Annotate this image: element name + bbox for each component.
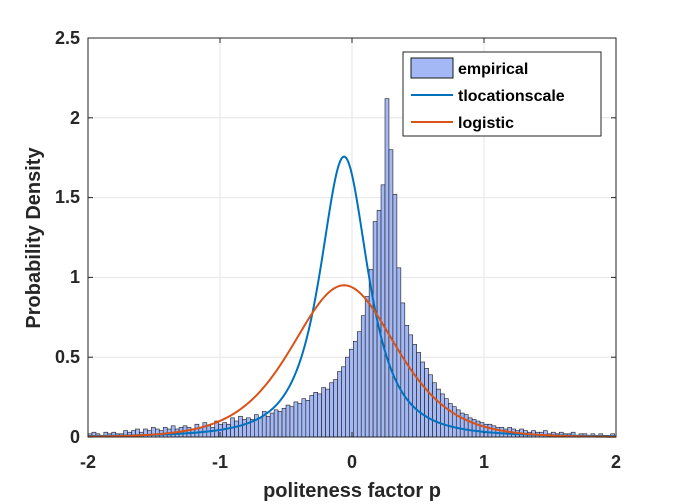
histogram-bar	[432, 382, 437, 438]
histogram-bar	[273, 409, 279, 438]
histogram-bar	[325, 388, 330, 438]
x-tick-label: 2	[611, 452, 621, 472]
histogram-bar	[317, 393, 322, 438]
histogram-bar	[380, 184, 386, 438]
histogram-bar	[257, 417, 263, 438]
y-tick-label: 1.5	[55, 187, 80, 207]
histogram-bar	[364, 296, 370, 438]
histogram-bar	[329, 382, 334, 438]
y-tick-label: 0.5	[55, 347, 80, 367]
axis-ticks	[87, 37, 617, 438]
histogram-bar	[436, 388, 441, 438]
histogram-bar	[305, 399, 311, 438]
legend-label-empirical: empirical	[458, 61, 528, 78]
histogram-bar	[408, 334, 414, 438]
histogram-bar	[353, 340, 358, 438]
y-axis-label: Probability Density	[23, 147, 45, 329]
histogram-bar	[463, 414, 469, 438]
histogram-bar	[170, 425, 176, 438]
histogram-bar	[277, 411, 283, 438]
histogram-bar	[420, 361, 425, 438]
histogram-bar	[226, 423, 231, 438]
histogram-bar	[372, 221, 378, 438]
legend-label-logistic: logistic	[458, 115, 514, 132]
histogram-bar	[297, 403, 303, 438]
histogram-bar	[424, 368, 429, 438]
histogram-bar	[452, 406, 457, 438]
histogram-bar	[345, 356, 350, 438]
histogram-bar	[356, 331, 362, 438]
x-tick-labels: -2 -1 0 1 2	[80, 452, 621, 472]
histogram-bar	[234, 420, 239, 438]
y-tick-label: 2.5	[55, 28, 80, 48]
histogram-bar	[412, 344, 417, 438]
histogram-bar	[309, 395, 315, 438]
histogram-bar	[313, 392, 318, 438]
histogram-bar	[333, 379, 338, 438]
histogram-bar	[289, 406, 295, 438]
histogram-bar	[162, 427, 168, 438]
x-tick-label: 0	[347, 452, 357, 472]
histogram-bar	[448, 403, 453, 438]
y-tick-label: 0	[70, 427, 80, 447]
histogram-bar	[392, 194, 398, 438]
histogram-bar	[281, 407, 287, 438]
histogram-bar	[246, 417, 251, 438]
histogram-bar	[293, 401, 299, 438]
histogram-bar	[384, 98, 390, 438]
histogram-bar	[301, 398, 307, 438]
histogram-bar	[487, 423, 493, 438]
legend: empirical tlocationscale logistic	[402, 51, 602, 137]
x-tick-label: -2	[80, 452, 96, 472]
histogram-bar	[210, 427, 216, 438]
histogram-bar	[404, 324, 410, 438]
histogram-bar	[349, 348, 354, 438]
histogram-bar	[416, 352, 421, 438]
histogram-bar	[269, 412, 275, 438]
histogram-bar	[202, 422, 208, 438]
histogram-bar	[491, 425, 497, 438]
histogram-bar	[285, 404, 291, 438]
legend-label-tlocationscale: tlocationscale	[458, 88, 565, 105]
histogram-bar	[428, 374, 433, 438]
histogram-bar	[444, 398, 449, 438]
y-tick-labels: 0 0.5 1 1.5 2 2.5	[55, 28, 80, 447]
legend-swatch-empirical	[410, 57, 454, 79]
y-tick-label: 1	[70, 267, 80, 287]
histogram-bar	[337, 371, 342, 438]
histogram-bar	[341, 366, 346, 438]
histogram-bar	[455, 409, 461, 438]
histogram-bar	[440, 393, 445, 438]
histogram-bar	[400, 302, 406, 438]
histogram-bar	[360, 315, 366, 438]
y-tick-label: 2	[70, 108, 80, 128]
histogram-bar	[155, 428, 160, 438]
logistic-curve	[87, 284, 617, 438]
histogram-bar	[321, 387, 326, 438]
x-axis-label: politeness factor p	[263, 480, 441, 502]
x-tick-label: -1	[212, 452, 228, 472]
histogram-bar	[194, 423, 200, 438]
histogram-bar	[265, 415, 271, 438]
histogram-bar	[388, 149, 394, 438]
histogram-bar	[242, 419, 247, 438]
x-tick-label: 1	[479, 452, 489, 472]
